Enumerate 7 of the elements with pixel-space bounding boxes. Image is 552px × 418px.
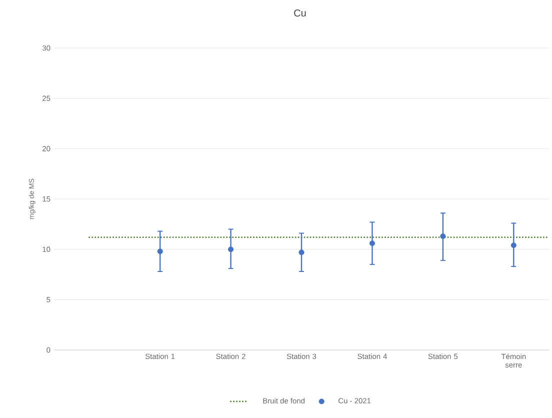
point [369,240,376,246]
point [298,250,304,256]
chart-title: Cu [294,9,306,17]
point [510,242,516,248]
point [440,233,446,240]
point [228,246,234,252]
point [157,248,163,254]
